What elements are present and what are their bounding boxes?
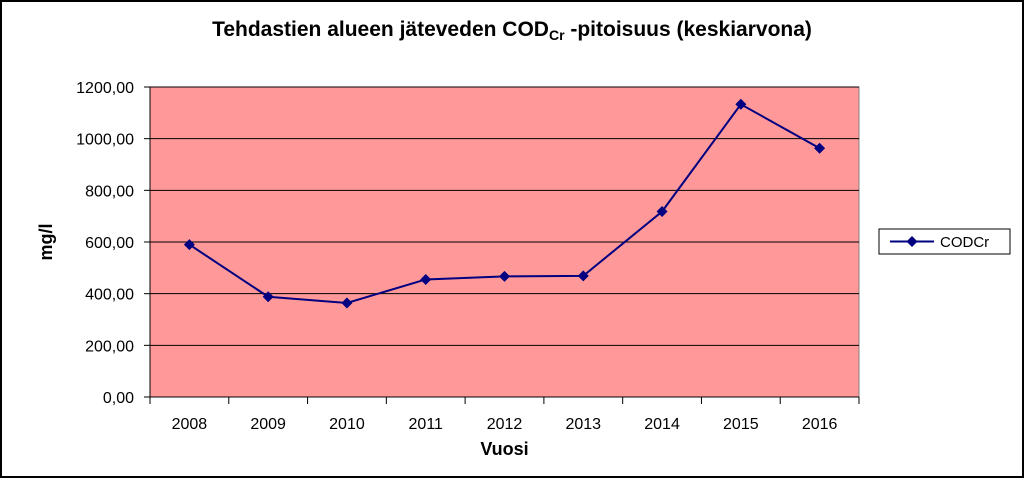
axes xyxy=(144,86,860,404)
xtick-label: 2009 xyxy=(250,416,286,433)
data-point-2012 xyxy=(499,270,510,282)
legend-label: CODCr xyxy=(940,234,989,251)
ytick-label: 800,00 xyxy=(85,183,134,200)
data-point-2014 xyxy=(656,206,668,218)
data-point-2015 xyxy=(735,98,747,110)
ytick-label: 600,00 xyxy=(85,235,134,252)
legend-marker xyxy=(906,236,918,247)
xtick-label: 2013 xyxy=(565,416,601,433)
chart-title-main: Tehdastien alueen jäteveden COD xyxy=(212,18,549,41)
series-codcr xyxy=(183,98,826,309)
chart-title-subscript: Cr xyxy=(548,27,565,43)
xtick-label: 2008 xyxy=(172,416,208,433)
chart-title: Tehdastien alueen jäteveden CODCr -pitoi… xyxy=(0,18,1024,43)
data-point-2011 xyxy=(420,273,432,285)
ytick-label: 400,00 xyxy=(85,287,134,304)
legend: CODCr xyxy=(878,228,1011,255)
ytick-label: 200,00 xyxy=(85,338,134,355)
x-axis-title: Vuosi xyxy=(480,439,528,459)
xtick-label: 2015 xyxy=(723,416,759,433)
ytick-label: 1200,00 xyxy=(76,80,134,97)
xtick-label: 2016 xyxy=(802,416,838,433)
xtick-label: 2010 xyxy=(329,416,365,433)
xtick-label: 2012 xyxy=(487,416,523,433)
xtick-label: 2011 xyxy=(409,416,444,433)
ytick-label: 0,00 xyxy=(103,390,134,407)
data-point-2013 xyxy=(577,270,589,282)
ytick-label: 1000,00 xyxy=(76,132,134,149)
tick-labels: 0,00 200,00 400,00 600,00 800,00 1000,00 1200,… xyxy=(76,80,837,433)
xtick-label: 2014 xyxy=(644,416,680,433)
data-point-2009 xyxy=(262,291,274,303)
data-point-2008 xyxy=(183,239,195,251)
chart-title-tail: -pitoisuus (keskiarvona) xyxy=(564,18,812,41)
y-axis-title: mg/l xyxy=(36,223,56,260)
data-point-2016 xyxy=(814,142,826,154)
data-point-2010 xyxy=(341,297,353,309)
